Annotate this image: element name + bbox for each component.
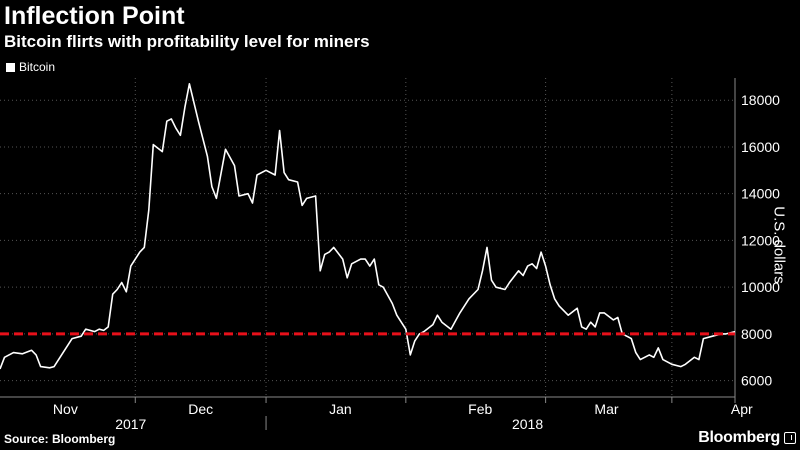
year-label-2018: 2018 — [512, 416, 543, 432]
brand-logo: Bloomberg — [698, 429, 780, 446]
y-tick-label-6000: 6000 — [741, 373, 772, 389]
source-note: Source: Bloomberg — [4, 432, 116, 446]
y-tick-label-18000: 18000 — [741, 92, 780, 108]
x-tick-label-dec: Dec — [188, 401, 213, 417]
y-tick-label-10000: 10000 — [741, 279, 780, 295]
legend: Bitcoin — [6, 60, 55, 74]
x-tick-label-apr: Apr — [731, 401, 753, 417]
y-axis-label: U.S. dollars — [770, 206, 788, 284]
y-tick-label-14000: 14000 — [741, 186, 780, 202]
bloomberg-app-icon — [784, 432, 796, 444]
y-tick-label-16000: 16000 — [741, 139, 780, 155]
series-line-bitcoin — [0, 83, 736, 370]
x-tick-label-nov: Nov — [53, 401, 78, 417]
x-tick-label-jan: Jan — [329, 401, 352, 417]
year-label-2017: 2017 — [115, 416, 146, 432]
x-tick-label-mar: Mar — [594, 401, 618, 417]
y-tick-label-12000: 12000 — [741, 232, 780, 248]
chart-title: Inflection Point — [4, 2, 185, 30]
y-tick-label-8000: 8000 — [741, 326, 772, 342]
legend-swatch-bitcoin — [6, 62, 15, 72]
chart-subtitle: Bitcoin flirts with profitability level … — [4, 32, 370, 51]
x-tick-label-feb: Feb — [468, 401, 492, 417]
legend-label-bitcoin: Bitcoin — [19, 60, 56, 74]
